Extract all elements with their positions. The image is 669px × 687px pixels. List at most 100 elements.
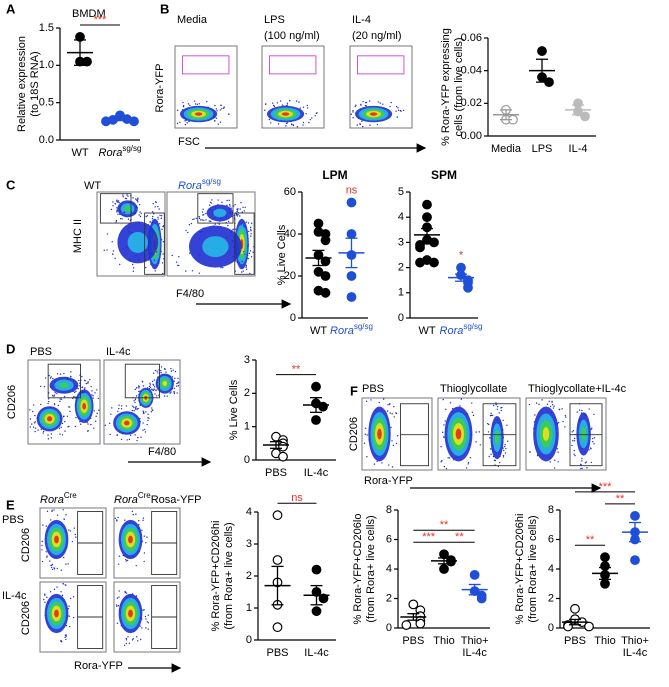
- plot-title: RoraCreRosa-YFP: [114, 491, 201, 506]
- flow-event: [163, 395, 166, 397]
- flow-event: [48, 374, 50, 377]
- flow-event: [194, 100, 196, 102]
- flow-event: [71, 540, 74, 543]
- flow-event: [154, 393, 156, 395]
- row-title: PBS: [2, 514, 24, 526]
- flow-event: [388, 464, 390, 466]
- y-axis-label: % Live Cells: [276, 224, 288, 285]
- flow-event: [149, 386, 152, 389]
- flow-event: [44, 601, 46, 603]
- flow-event: [142, 385, 145, 387]
- flow-event: [157, 372, 159, 374]
- flow-event: [140, 212, 143, 214]
- y-axis-label: (from Rora+ live cells): [223, 522, 235, 629]
- flow-event: [387, 404, 389, 406]
- flow-event: [248, 230, 250, 233]
- flow-event: [399, 109, 402, 112]
- flow-event: [154, 369, 157, 372]
- data-point: [272, 555, 283, 565]
- data-point: [346, 292, 357, 302]
- flow-event: [126, 439, 128, 441]
- flow-event: [593, 443, 595, 445]
- flow-event: [572, 430, 575, 432]
- flow-event: [124, 519, 126, 521]
- flow-event: [131, 263, 134, 266]
- panel-letter: C: [6, 177, 16, 192]
- flow-event: [182, 105, 185, 108]
- flow-event: [125, 197, 128, 200]
- flow-event: [442, 431, 444, 434]
- flow-event: [119, 263, 121, 266]
- flow-event: [118, 407, 120, 410]
- flow-event: [44, 594, 46, 596]
- flow-event: [53, 509, 55, 511]
- flow-event: [221, 107, 223, 110]
- y-tick-label: 2: [386, 592, 392, 604]
- flow-event: [178, 264, 180, 267]
- data-point: [600, 552, 610, 563]
- flow-event: [174, 377, 176, 379]
- flow-event: [46, 555, 48, 557]
- flow-event: [362, 125, 364, 128]
- flow-density: [581, 426, 586, 442]
- flow-event: [160, 370, 162, 372]
- flow-event: [97, 397, 100, 400]
- flow-event: [157, 216, 159, 218]
- y-tick-label: 0: [244, 454, 250, 466]
- flow-event: [57, 404, 60, 407]
- flow-event: [234, 260, 237, 262]
- flow-event: [177, 381, 180, 383]
- flow-event: [193, 218, 195, 220]
- flow-event: [125, 560, 128, 562]
- plot-title: (20 ng/ml): [352, 30, 402, 42]
- flow-event: [53, 394, 55, 396]
- significance-label: ***: [94, 14, 108, 26]
- y-axis-label: CD206: [20, 528, 32, 562]
- flow-event: [215, 108, 218, 110]
- y-tick-label: 4: [386, 563, 392, 575]
- flow-event: [125, 592, 128, 594]
- flow-event: [389, 105, 391, 108]
- flow-event: [149, 384, 151, 386]
- y-tick-label: 4: [246, 506, 252, 518]
- flow-event: [391, 440, 393, 442]
- data-point: [469, 570, 480, 580]
- data-point: [311, 381, 321, 392]
- flow-event: [154, 201, 157, 203]
- flow-event: [185, 270, 187, 272]
- flow-event: [176, 392, 178, 394]
- flow-event: [145, 542, 147, 544]
- data-point: [272, 510, 283, 521]
- flow-event: [219, 220, 221, 222]
- y-axis-label: % Rora-YFP+CD206lo: [352, 514, 364, 625]
- data-point: [311, 564, 322, 575]
- flow-event: [290, 123, 293, 126]
- flow-event: [68, 615, 71, 617]
- flow-event: [104, 424, 107, 426]
- flow-event: [141, 529, 143, 531]
- flow-event: [134, 388, 137, 391]
- flow-event: [250, 226, 252, 229]
- flow-event: [198, 103, 200, 105]
- flow-event: [564, 426, 566, 428]
- flow-event: [222, 266, 224, 269]
- data-point: [422, 212, 432, 223]
- flow-event: [116, 201, 119, 203]
- flow-event: [316, 112, 318, 114]
- gate: [268, 55, 317, 75]
- flow-event: [142, 410, 144, 412]
- flow-event: [135, 564, 137, 567]
- flow-event: [138, 214, 140, 216]
- y-tick-label: 8: [386, 504, 392, 516]
- flow-event: [390, 426, 392, 429]
- flow-event: [133, 410, 135, 412]
- flow-event: [94, 392, 96, 394]
- flow-event: [34, 430, 36, 433]
- flow-event: [241, 261, 243, 263]
- y-axis-label: Relative expression: [16, 36, 28, 132]
- data-point: [439, 549, 449, 560]
- flow-event: [84, 387, 86, 389]
- flow-density: [377, 428, 382, 440]
- data-point: [320, 256, 331, 267]
- flow-event: [528, 451, 531, 453]
